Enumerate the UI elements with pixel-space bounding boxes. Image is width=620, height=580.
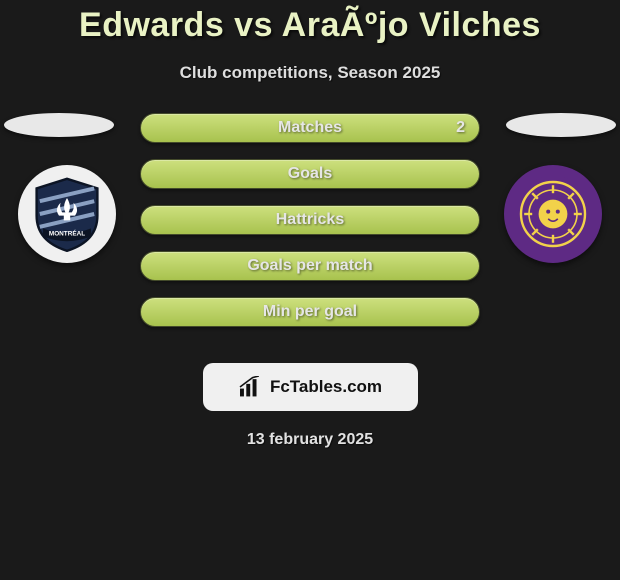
stat-row-mpg: Min per goal	[140, 297, 480, 327]
player-left-club-badge: MONTRÉAL	[18, 165, 116, 263]
stat-row-gpm: Goals per match	[140, 251, 480, 281]
stat-label: Goals per match	[247, 257, 372, 275]
stat-row-matches: Matches 2	[140, 113, 480, 143]
stat-label: Min per goal	[263, 303, 357, 321]
player-right-club-badge	[504, 165, 602, 263]
brand-text: FcTables.com	[270, 377, 382, 397]
stat-row-hattricks: Hattricks	[140, 205, 480, 235]
orlando-crest-icon	[513, 174, 593, 254]
montreal-crest-icon: MONTRÉAL	[27, 174, 107, 254]
bar-chart-icon	[238, 376, 264, 398]
page-title: Edwards vs AraÃºjo Vilches	[0, 0, 620, 45]
stat-label: Matches	[278, 119, 342, 137]
brand-box[interactable]: FcTables.com	[203, 363, 418, 411]
player-right-name-pill	[506, 113, 616, 137]
subtitle: Club competitions, Season 2025	[0, 63, 620, 83]
montreal-crest-text: MONTRÉAL	[49, 229, 85, 238]
stats-column: Matches 2 Goals Hattricks Goals per matc…	[140, 113, 480, 343]
stat-label: Hattricks	[276, 211, 344, 229]
date-line: 13 february 2025	[0, 431, 620, 449]
stat-row-goals: Goals	[140, 159, 480, 189]
player-left-name-pill	[4, 113, 114, 137]
stat-label: Goals	[288, 165, 332, 183]
stat-right-value: 2	[456, 119, 465, 137]
